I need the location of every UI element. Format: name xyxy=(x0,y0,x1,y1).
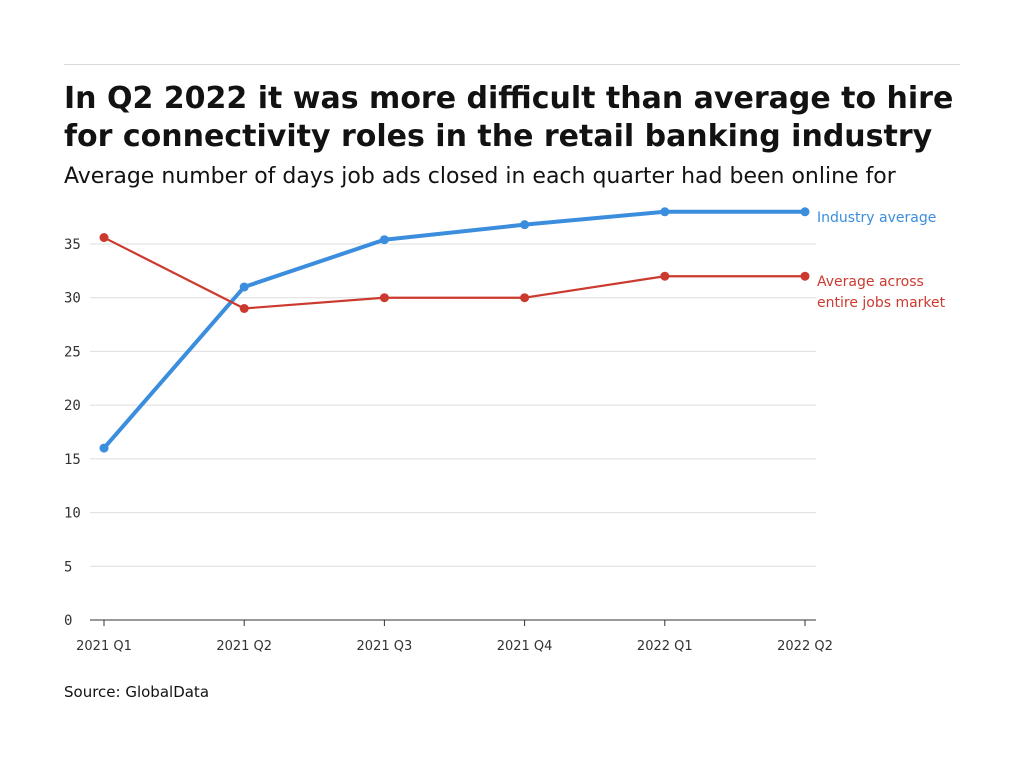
data-point xyxy=(239,303,249,313)
y-tick-label: 20 xyxy=(64,398,81,414)
y-axis: 0 5 10 15 20 25 30 35 xyxy=(64,237,81,629)
x-tick-label: 2021 Q4 xyxy=(497,639,553,654)
series-labels: Industry average Average across entire job… xyxy=(817,210,946,311)
chart-subtitle: Average number of days job ads closed in… xyxy=(64,164,896,189)
data-point xyxy=(239,282,249,292)
y-tick-label: 15 xyxy=(64,452,81,468)
y-tick-label: 25 xyxy=(64,344,81,360)
data-point xyxy=(99,233,109,243)
data-point xyxy=(660,271,670,281)
series-layer xyxy=(99,207,810,453)
y-tick-label: 0 xyxy=(64,613,72,629)
data-point xyxy=(520,220,530,230)
data-point xyxy=(99,443,109,453)
x-tick-label: 2021 Q1 xyxy=(76,639,132,654)
series-line xyxy=(102,209,807,451)
x-tick-label: 2021 Q3 xyxy=(357,639,413,654)
y-tick-label: 35 xyxy=(64,237,81,253)
series-line xyxy=(102,236,807,310)
series-label: Average across xyxy=(817,274,924,290)
source-note: Source: GlobalData xyxy=(64,683,210,701)
y-tick-label: 10 xyxy=(64,506,81,522)
gridlines xyxy=(90,243,816,567)
data-point xyxy=(379,235,389,245)
series-label: entire jobs market xyxy=(817,295,946,311)
data-point xyxy=(520,293,530,303)
data-point xyxy=(660,207,670,217)
y-tick-label: 5 xyxy=(64,559,72,575)
data-point xyxy=(800,271,810,281)
x-axis: 2021 Q1 2021 Q2 2021 Q3 2021 Q4 2022 Q1 2022 … xyxy=(76,619,833,654)
x-tick-label: 2022 Q2 xyxy=(777,639,833,654)
x-tick-label: 2021 Q2 xyxy=(216,639,272,654)
y-tick-label: 30 xyxy=(64,291,81,307)
chart-title: In Q2 2022 it was more difficult than av… xyxy=(64,81,954,154)
data-point xyxy=(800,207,810,217)
top-rule xyxy=(64,64,960,65)
data-point xyxy=(379,293,389,303)
x-tick-label: 2022 Q1 xyxy=(637,639,693,654)
series-label: Industry average xyxy=(817,210,936,226)
